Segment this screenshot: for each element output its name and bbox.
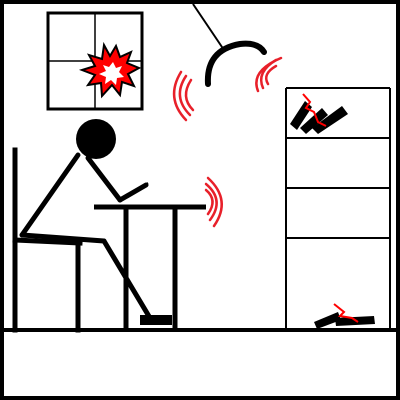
fallen-books-icon [290,93,348,134]
explosion-icon [78,41,142,99]
fallen-books-icon [314,303,375,329]
chair-icon [12,147,83,333]
vibration-waves-icon [204,176,223,228]
vibration-waves-icon [172,56,283,122]
hanging-lamp-icon [192,3,267,87]
bookshelf-icon [285,87,391,330]
stick-figure-icon [19,119,172,325]
